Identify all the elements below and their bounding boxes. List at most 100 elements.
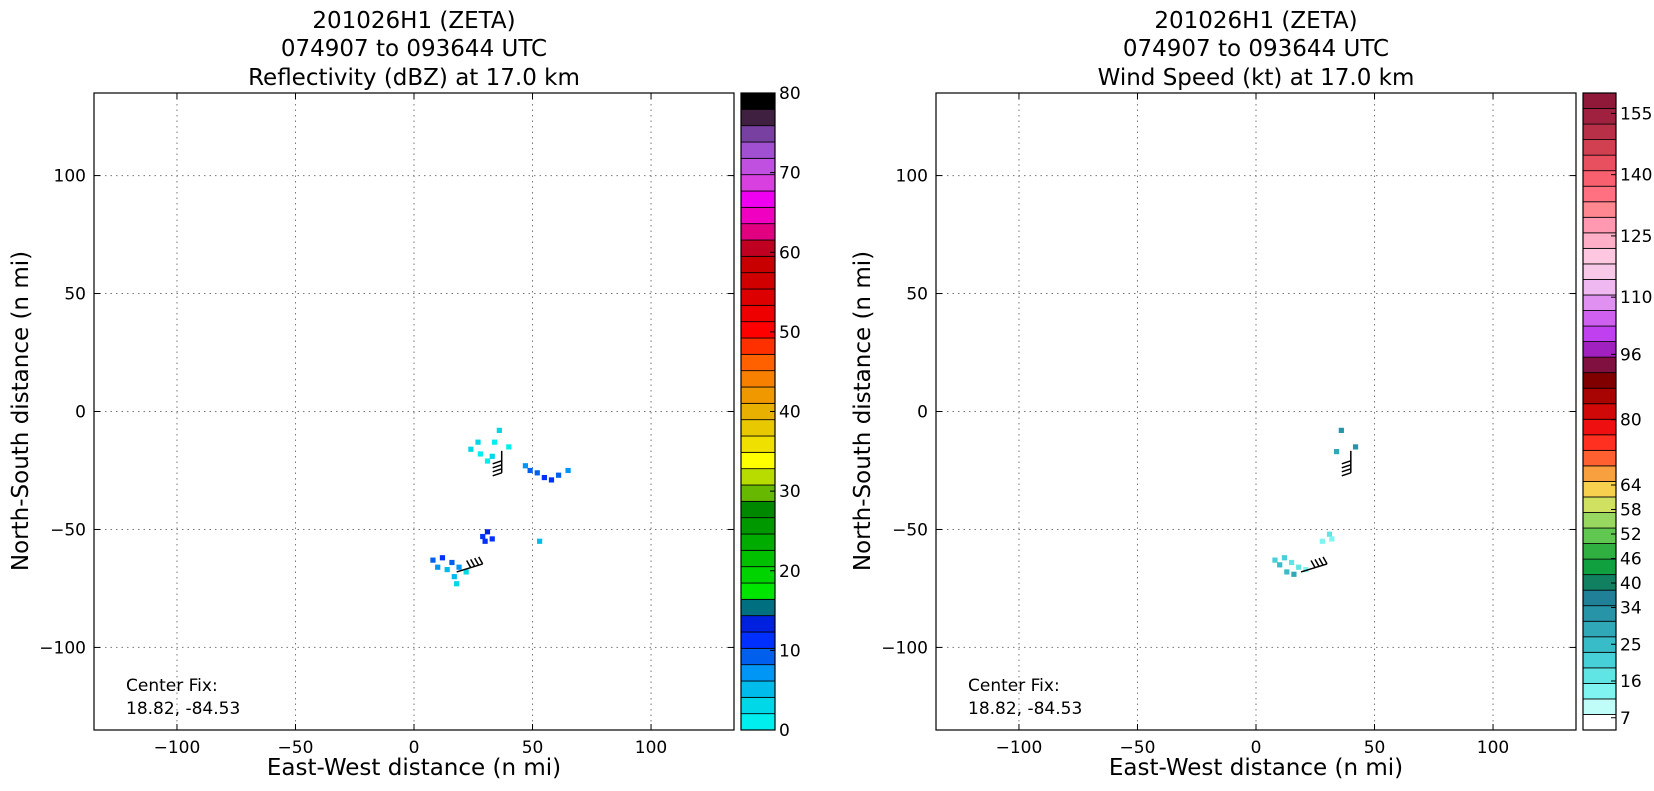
reflectivity-colorbar-bin xyxy=(740,157,776,176)
wind-colorbar-frame xyxy=(1582,92,1617,731)
wind-colorbar-bin xyxy=(1582,558,1617,576)
wind-colorbar-bin xyxy=(1582,418,1617,436)
wind-title-line-1: 201026H1 (ZETA) xyxy=(1154,8,1357,34)
reflectivity-echo-cell xyxy=(537,538,543,544)
wind-colorbar-bin xyxy=(1582,123,1617,141)
reflectivity-colorbar-label: 40 xyxy=(779,403,801,423)
reflectivity-echo-cell xyxy=(506,444,512,450)
reflectivity-colorbar-bin xyxy=(740,533,776,551)
wind-colorbar-bin xyxy=(1582,651,1617,669)
reflectivity-colorbar-bin xyxy=(740,190,776,208)
reflectivity-echo-cell xyxy=(439,555,446,561)
reflectivity-colorbar-label: 50 xyxy=(779,323,801,343)
reflectivity-colorbar-bin xyxy=(740,304,776,323)
wind-wind-barb xyxy=(1300,556,1328,573)
reflectivity-echo-cell xyxy=(475,439,481,445)
wind-wind-barb-feather xyxy=(1341,468,1352,473)
wind-title-line-2: 074907 to 093644 UTC xyxy=(1123,36,1389,62)
reflectivity-y-tick-label: 50 xyxy=(64,285,86,305)
reflectivity-colorbar-bin xyxy=(740,647,776,666)
wind-y-tick-label: 100 xyxy=(896,167,928,187)
reflectivity-y-tick-label: −100 xyxy=(39,638,86,658)
reflectivity-echo-cell xyxy=(477,451,483,457)
wind-colorbar-bin xyxy=(1582,263,1617,280)
reflectivity-title-line-3: Reflectivity (dBZ) at 17.0 km xyxy=(248,65,580,91)
wind-wind-barb-feather xyxy=(1341,460,1352,465)
wind-x-tick-label: −100 xyxy=(996,738,1043,758)
wind-y-ticks: −100 −50 0 50 100 xyxy=(881,167,1576,658)
wind-wind-barbs xyxy=(1300,450,1352,573)
reflectivity-colorbar-bin xyxy=(740,696,776,715)
wind-echoes xyxy=(1272,427,1359,577)
reflectivity-wind-barb-feather xyxy=(492,464,502,469)
wind-wind-barb-feather xyxy=(1314,558,1320,567)
reflectivity-colorbar-bin xyxy=(740,435,776,453)
reflectivity-y-tick-label: 0 xyxy=(75,403,86,423)
reflectivity-colorbar: 0 10 20 30 40 50 60 70 80 xyxy=(740,84,801,741)
wind-colorbar-label: 34 xyxy=(1620,599,1642,619)
reflectivity-colorbar-bin xyxy=(740,517,776,535)
wind-wind-barb-feather xyxy=(1318,557,1324,566)
reflectivity-colorbar-bin xyxy=(740,566,776,584)
reflectivity-colorbar-bin xyxy=(740,419,776,437)
wind-y-tick-label: 0 xyxy=(917,403,928,423)
wind-colorbar-label: 96 xyxy=(1620,345,1642,365)
wind-colorbar-bin xyxy=(1582,434,1617,451)
wind-y-tick-label: −50 xyxy=(892,520,928,540)
reflectivity-echo-cell xyxy=(522,463,529,469)
wind-echo-cell xyxy=(1329,536,1335,542)
reflectivity-echo-cell xyxy=(435,564,441,570)
reflectivity-echo-cell xyxy=(489,536,495,542)
wind-colorbar-label: 7 xyxy=(1620,709,1631,729)
wind-colorbar-bin xyxy=(1582,589,1617,607)
wind-echo-cell xyxy=(1352,444,1359,450)
reflectivity-echo-cell xyxy=(482,538,488,544)
wind-echo-cell xyxy=(1303,566,1309,573)
wind-colorbar-bin xyxy=(1582,714,1617,731)
wind-echo-cell xyxy=(1288,559,1295,566)
reflectivity-echo-cell xyxy=(430,557,436,563)
wind-colorbar-label: 58 xyxy=(1620,501,1642,521)
reflectivity-echo-cell xyxy=(527,467,533,474)
reflectivity-colorbar-bin xyxy=(740,337,776,355)
reflectivity-colorbar-bin xyxy=(740,370,776,388)
reflectivity-y-axis-label: North-South distance (n mi) xyxy=(8,251,34,571)
reflectivity-echo-cell xyxy=(444,566,450,573)
reflectivity-x-tick-label: 100 xyxy=(635,738,667,758)
reflectivity-echo-cell xyxy=(484,458,491,464)
wind-colorbar-bin xyxy=(1582,170,1617,187)
wind-echo-cell xyxy=(1333,449,1340,455)
reflectivity-colorbar-bin xyxy=(740,108,776,127)
reflectivity-wind-barb-feather xyxy=(492,468,502,473)
reflectivity-colorbar-bin xyxy=(740,288,776,306)
reflectivity-colorbar-bin xyxy=(740,500,776,519)
wind-colorbar-bin xyxy=(1582,512,1617,529)
reflectivity-echo-cell xyxy=(548,477,555,483)
reflectivity-colorbar-bin xyxy=(740,239,776,257)
reflectivity-title-line-2: 074907 to 093644 UTC xyxy=(281,36,547,62)
wind-y-tick-label: 50 xyxy=(906,285,928,305)
reflectivity-colorbar-bin xyxy=(740,631,776,649)
wind-colorbar-bin xyxy=(1582,139,1617,156)
reflectivity-x-axis-label: East-West distance (n mi) xyxy=(267,755,561,781)
wind-colorbar-label: 125 xyxy=(1620,227,1652,247)
wind-x-ticks: −100 −50 0 50 100 xyxy=(996,93,1509,758)
wind-colorbar-bin xyxy=(1582,449,1617,467)
reflectivity-colorbar-bin xyxy=(740,321,776,339)
wind-wind-barb-feather xyxy=(1341,464,1352,469)
reflectivity-echo-cell xyxy=(555,472,562,478)
wind-echo-cell xyxy=(1338,427,1344,433)
reflectivity-colorbar-bin xyxy=(740,598,776,617)
reflectivity-colorbar-label: 0 xyxy=(779,721,790,741)
wind-colorbar-bin xyxy=(1582,216,1617,234)
wind-echo-cell xyxy=(1277,562,1283,568)
reflectivity-colorbar-bin xyxy=(740,451,776,470)
reflectivity-echo-cell xyxy=(449,559,455,566)
reflectivity-colorbar-bin xyxy=(740,174,776,192)
reflectivity-colorbar-label: 20 xyxy=(779,562,801,582)
reflectivity-colorbar-bin xyxy=(740,92,776,110)
wind-colorbar-label: 25 xyxy=(1620,635,1642,655)
wind-echo-cell xyxy=(1296,564,1302,570)
wind-colorbar-label: 64 xyxy=(1620,476,1642,496)
